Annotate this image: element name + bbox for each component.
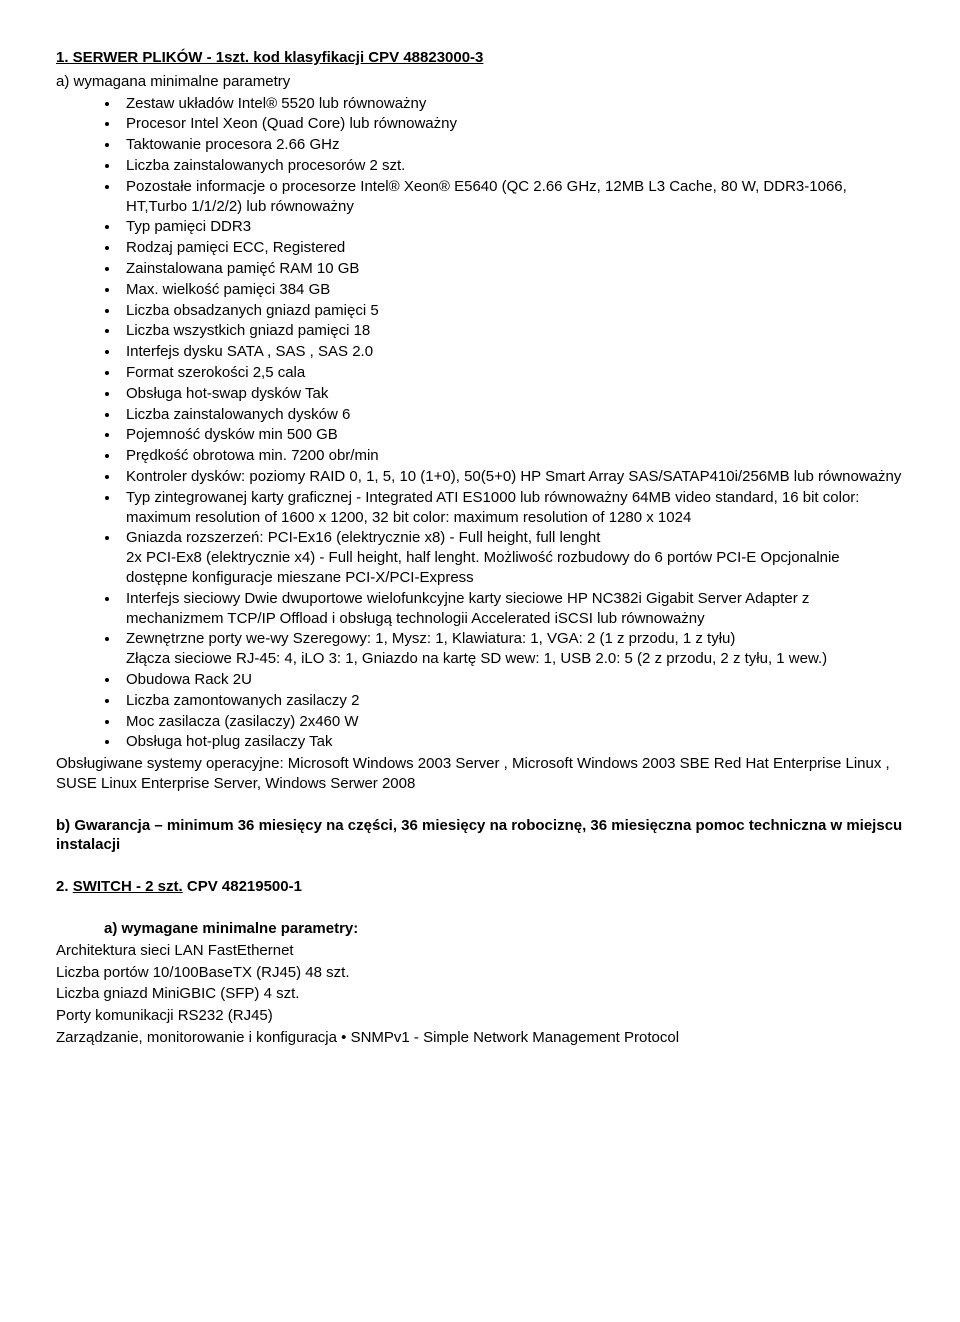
section2-line: Liczba portów 10/100BaseTX (RJ45) 48 szt…: [56, 963, 904, 983]
list-item: Max. wielkość pamięci 384 GB: [120, 280, 904, 300]
list-item: Zewnętrzne porty we-wy Szeregowy: 1, Mys…: [120, 629, 904, 669]
section1-list: Zestaw układów Intel® 5520 lub równoważn…: [56, 94, 904, 753]
list-item: Taktowanie procesora 2.66 GHz: [120, 135, 904, 155]
list-item: Rodzaj pamięci ECC, Registered: [120, 238, 904, 258]
list-item: Liczba zainstalowanych procesorów 2 szt.: [120, 156, 904, 176]
list-item: Gniazda rozszerzeń: PCI-Ex16 (elektryczn…: [120, 528, 904, 587]
list-item: Obsługa hot-plug zasilaczy Tak: [120, 732, 904, 752]
list-item: Interfejs sieciowy Dwie dwuportowe wielo…: [120, 589, 904, 629]
list-item: Format szerokości 2,5 cala: [120, 363, 904, 383]
list-item: Pojemność dysków min 500 GB: [120, 425, 904, 445]
list-item: Obudowa Rack 2U: [120, 670, 904, 690]
list-item: Typ zintegrowanej karty graficznej - Int…: [120, 488, 904, 528]
list-item: Typ pamięci DDR3: [120, 217, 904, 237]
section2-lead: a) wymagane minimalne parametry:: [56, 919, 904, 939]
list-item: Liczba zainstalowanych dysków 6: [120, 405, 904, 425]
section2-line: Zarządzanie, monitorowanie i konfiguracj…: [56, 1028, 904, 1048]
section2-title: 2. SWITCH - 2 szt. CPV 48219500-1: [56, 877, 904, 897]
list-item: Pozostałe informacje o procesorze Intel®…: [120, 177, 904, 217]
section2-line: Liczba gniazd MiniGBIC (SFP) 4 szt.: [56, 984, 904, 1004]
list-item: Interfejs dysku SATA , SAS , SAS 2.0: [120, 342, 904, 362]
section2-line: Architektura sieci LAN FastEthernet: [56, 941, 904, 961]
list-item: Zainstalowana pamięć RAM 10 GB: [120, 259, 904, 279]
section2-title-suffix: CPV 48219500-1: [183, 878, 302, 895]
section1-warranty: b) Gwarancja – minimum 36 miesięcy na cz…: [56, 816, 904, 856]
list-item: Procesor Intel Xeon (Quad Core) lub równ…: [120, 114, 904, 134]
list-item: Kontroler dysków: poziomy RAID 0, 1, 5, …: [120, 467, 904, 487]
section1-title: 1. SERWER PLIKÓW - 1szt. kod klasyfikacj…: [56, 48, 904, 68]
section2-lines: Architektura sieci LAN FastEthernetLiczb…: [56, 941, 904, 1048]
list-item: Prędkość obrotowa min. 7200 obr/min: [120, 446, 904, 466]
list-item: Liczba wszystkich gniazd pamięci 18: [120, 321, 904, 341]
list-item: Zestaw układów Intel® 5520 lub równoważn…: [120, 94, 904, 114]
section2-title-underlined: SWITCH - 2 szt.: [73, 878, 183, 895]
list-item: Liczba obsadzanych gniazd pamięci 5: [120, 301, 904, 321]
section2-prefix: 2.: [56, 878, 73, 895]
section1-os: Obsługiwane systemy operacyjne: Microsof…: [56, 754, 904, 794]
list-item: Liczba zamontowanych zasilaczy 2: [120, 691, 904, 711]
list-item: Obsługa hot-swap dysków Tak: [120, 384, 904, 404]
list-item: Moc zasilacza (zasilaczy) 2x460 W: [120, 712, 904, 732]
section2-line: Porty komunikacji RS232 (RJ45): [56, 1006, 904, 1026]
section1-lead: a) wymagana minimalne parametry: [56, 72, 904, 92]
